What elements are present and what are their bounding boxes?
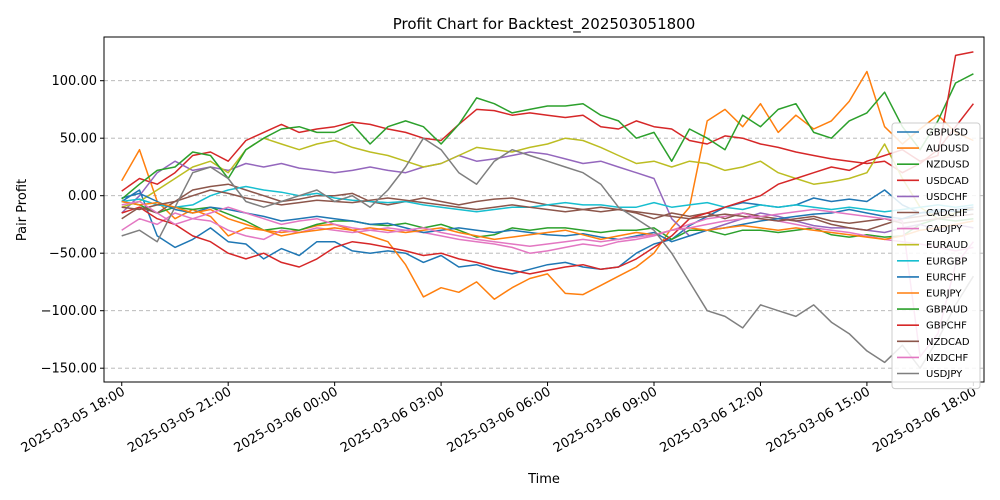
- legend-label-eurjpy: EURJPY: [926, 289, 962, 300]
- legend-label-audusd: AUDUSD: [926, 144, 970, 155]
- legend-label-cadchf: CADCHF: [926, 208, 968, 219]
- x-tick-label: 2025-03-06 12:00: [657, 384, 766, 456]
- x-tick-label: 2025-03-06 18:00: [870, 384, 979, 456]
- x-tick-label: 2025-03-06 09:00: [551, 384, 660, 456]
- x-tick-label: 2025-03-05 18:00: [19, 384, 128, 456]
- x-tick-label: 2025-03-06 00:00: [232, 384, 341, 456]
- x-tick-label: 2025-03-06 03:00: [338, 384, 447, 456]
- legend-label-eurchf: EURCHF: [926, 272, 967, 283]
- legend-label-cadjpy: CADJPY: [926, 224, 963, 235]
- series-line-eurgbp: [121, 185, 974, 213]
- series-line-nzdchf: [121, 200, 974, 358]
- legend: GBPUSD AUDUSD NZDUSD USDCAD USDCHF CADCHF CADJ…: [891, 122, 981, 390]
- y-tick-label: −100.00: [41, 304, 97, 319]
- x-tick-label: 2025-03-06 06:00: [445, 384, 554, 456]
- legend-label-nzdusd: NZDUSD: [926, 160, 970, 171]
- grid-lines: [104, 80, 984, 369]
- legend-label-usdchf: USDCHF: [926, 192, 968, 203]
- legend-box: [891, 122, 981, 390]
- y-tick-label: 50.00: [60, 132, 97, 147]
- plot-frame: [103, 36, 985, 383]
- series-line-gbpaud: [121, 73, 974, 200]
- series-line-eurjpy: [121, 200, 974, 241]
- legend-label-gbpaud: GBPAUD: [926, 305, 968, 316]
- y-tick-label: −150.00: [41, 362, 97, 377]
- series-line-usdcad: [121, 103, 974, 192]
- series-lines: [121, 51, 975, 369]
- x-tick-label: 2025-03-05 21:00: [125, 384, 234, 456]
- legend-label-nzdcad: NZDCAD: [926, 337, 970, 348]
- series-line-gbpusd: [121, 189, 974, 275]
- series-line-usdchf: [121, 151, 974, 237]
- y-tick-label: 100.00: [52, 74, 98, 89]
- y-axis-ticks: 100.00 50.00 0.00 −50.00 −100.00 −150.00: [41, 74, 104, 377]
- x-tick-label: 2025-03-06 15:00: [764, 384, 873, 456]
- series-line-nzdcad: [121, 189, 974, 225]
- y-axis-title: Pair Profit: [15, 179, 30, 241]
- legend-label-usdcad: USDCAD: [926, 176, 969, 187]
- legend-label-gbpchf: GBPCHF: [926, 321, 967, 332]
- series-line-usdjpy: [121, 137, 975, 369]
- y-tick-label: −50.00: [49, 247, 97, 262]
- legend-label-gbpusd: GBPUSD: [926, 128, 968, 139]
- chart-title: Profit Chart for Backtest_202503051800: [393, 15, 696, 34]
- series-line-eurchf: [121, 192, 974, 243]
- series-line-euraud: [121, 137, 974, 220]
- x-axis-title: Time: [527, 472, 560, 487]
- series-line-cadjpy: [121, 212, 974, 254]
- legend-label-nzdchf: NZDCHF: [926, 353, 969, 364]
- series-line-gbpchf: [121, 51, 974, 275]
- legend-label-euraud: EURAUD: [926, 240, 968, 251]
- legend-label-eurgbp: EURGBP: [926, 256, 967, 267]
- y-tick-label: 0.00: [68, 189, 97, 204]
- legend-label-usdjpy: USDJPY: [926, 369, 963, 380]
